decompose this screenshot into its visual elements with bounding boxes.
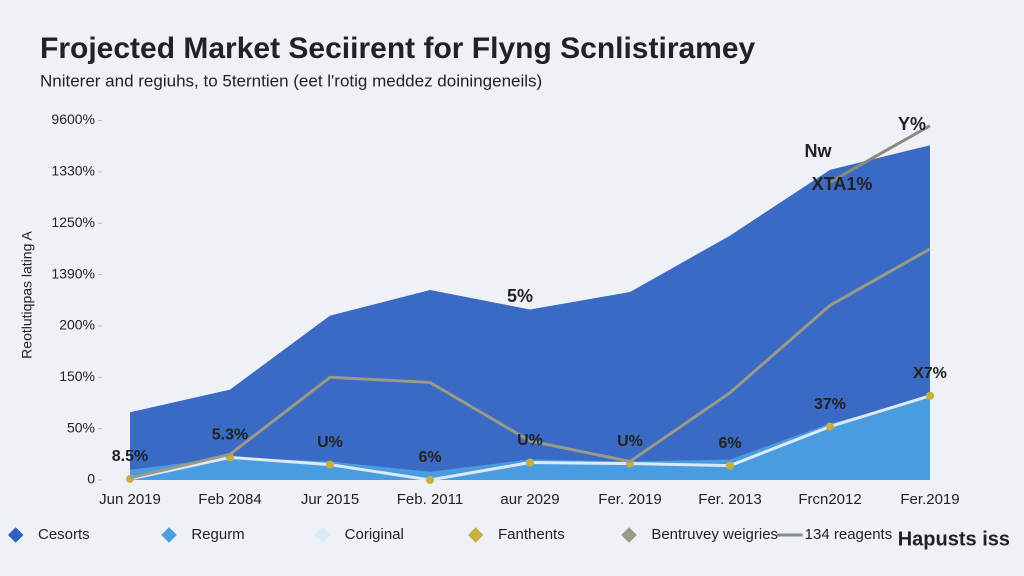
chart-title: Frojected Market Seciirent for Flyng Scn… (40, 32, 756, 65)
point (826, 422, 834, 431)
y-axis-label: Reotlutiqpas lating A (19, 231, 35, 359)
data-annotation: 6% (418, 449, 441, 466)
brand: Hapusts iss (898, 528, 1010, 550)
x-tick-label: aur 2029 (500, 491, 559, 508)
area (130, 145, 930, 480)
point (526, 458, 534, 467)
legend-marker (467, 527, 484, 543)
x-tick-label: Frcn2012 (798, 491, 861, 508)
y-tick-label: 50% (67, 419, 95, 435)
x-tick-label: Fer.2019 (900, 491, 959, 508)
callout: Nw (805, 141, 833, 161)
y-tick-label: 150% (59, 368, 95, 384)
data-annotation: U% (517, 432, 543, 449)
data-annotation: 6% (718, 435, 741, 452)
chart-subtitle: Nniterer and regiuhs, to 5terntien (eet … (40, 71, 542, 90)
line (129, 247, 931, 480)
data-annotation: U% (317, 434, 343, 451)
callout: XTA1% (812, 174, 873, 194)
point (926, 391, 934, 400)
y-tick-label: 1390% (51, 265, 95, 281)
x-tick-label: Jun 2019 (99, 491, 161, 508)
legend-marker (621, 527, 637, 543)
x-tick-label: Feb 2084 (198, 491, 261, 508)
legend-label: Fanthents (498, 526, 565, 543)
data-annotation: 37% (814, 396, 846, 413)
data-annotation: 8.5% (112, 448, 148, 465)
point (726, 461, 734, 470)
point (426, 476, 434, 484)
data-annotation: 5.3% (212, 427, 248, 444)
x-tick-label: Jur 2015 (301, 491, 359, 508)
x-tick-label: Fer. 2019 (598, 491, 661, 508)
point (326, 460, 334, 469)
legend-label: Regurm (191, 526, 244, 543)
legend-label: Bentruvey weigries (651, 526, 778, 543)
line (829, 124, 931, 184)
area (130, 397, 930, 480)
y-tick-label: 1330% (51, 163, 95, 179)
y-tick-label: 200% (59, 317, 95, 333)
legend-label: 134 reagents (805, 526, 893, 543)
legend-marker (314, 527, 331, 543)
y-tick-label: 0 (87, 471, 95, 487)
legend-marker (161, 527, 177, 543)
legend-label: Coriginal (345, 526, 404, 543)
callout: 5% (507, 286, 533, 306)
callout: Y% (898, 114, 926, 134)
y-tick-label: 1250% (51, 214, 95, 230)
x-tick-label: Fer. 2013 (698, 491, 761, 508)
x-tick-label: Feb. 2011 (397, 491, 463, 508)
y-tick-label: 9600% (51, 111, 95, 127)
data-annotation: U% (617, 433, 643, 450)
data-annotation: X7% (913, 365, 947, 382)
legend-label: Cesorts (38, 526, 90, 543)
